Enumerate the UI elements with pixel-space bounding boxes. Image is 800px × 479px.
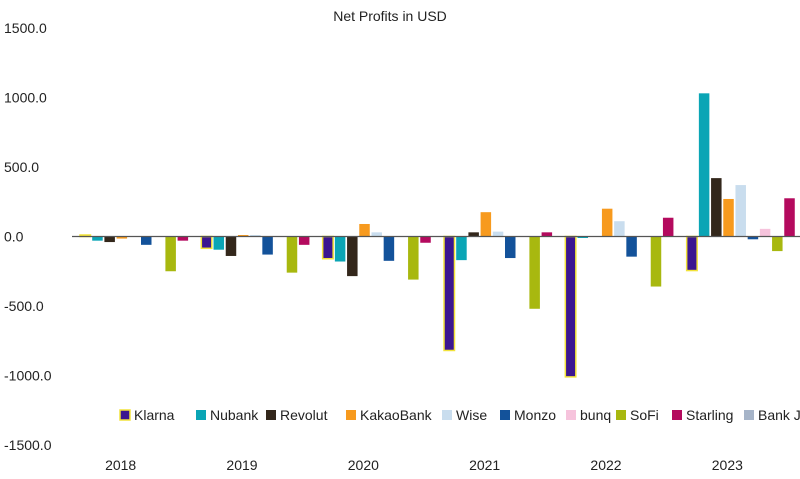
bar-kakaobank-2021 [480, 212, 492, 237]
bar-monzo-2023 [747, 236, 759, 240]
bar-wise-2022 [614, 221, 625, 237]
bar-klarna-2019 [200, 235, 213, 250]
bar-klarna-2020 [321, 235, 334, 260]
x-tick-label: 2022 [590, 457, 621, 473]
bar-nubank-2023 [698, 93, 710, 237]
legend-swatch-starling [672, 410, 682, 420]
y-tick-label: 0.0 [4, 229, 24, 245]
bar-starling-2023 [784, 198, 795, 237]
bar-wise-2020 [371, 232, 382, 237]
bar-kakaobank-2022 [601, 208, 613, 237]
bar-bunq-2023 [759, 228, 771, 237]
y-tick-label: 500.0 [4, 159, 39, 175]
bar-monzo-2018 [141, 236, 152, 245]
bar-starling-2018 [177, 236, 189, 241]
bar-starling-2021 [541, 232, 553, 237]
legend-label: Revolut [280, 407, 328, 423]
chart-title: Net Profits in USD [333, 8, 447, 24]
bar-revolut-2019 [225, 236, 237, 256]
legend-label: bunq [580, 407, 611, 423]
x-tick-label: 2019 [226, 457, 257, 473]
y-tick-label: -1500.0 [4, 437, 52, 453]
bar-starling-2022 [662, 217, 674, 237]
bar-monzo-2020 [383, 236, 395, 261]
bar-nubank-2018 [92, 236, 103, 241]
legend-swatch-bunq [566, 410, 576, 420]
legend-label: Wise [456, 407, 487, 423]
bar-nubank-2021 [456, 236, 467, 261]
legend-label: KakaoBank [360, 407, 433, 423]
y-axis: 1500.0 1000.0 500.0 0.0 -500.0 -1000.0 -1500.0 [4, 20, 52, 453]
bar-nubank-2022 [577, 236, 589, 238]
legend-swatch-monzo [500, 410, 510, 420]
bar-revolut-2023 [711, 178, 722, 237]
y-tick-label: -1000.0 [4, 368, 52, 384]
bars [79, 93, 795, 378]
bar-starling-2019 [298, 236, 310, 245]
legend-label: Klarna [134, 407, 175, 423]
bar-wise-2019 [250, 235, 261, 237]
bar-kakaobank-2019 [237, 235, 249, 237]
legend-swatch-kakaobank [346, 410, 356, 420]
bar-nubank-2019 [213, 236, 225, 250]
legend-swatch-bank-jago [744, 410, 754, 420]
legend-swatch-revolut [266, 410, 276, 420]
legend-label: Nubank [210, 407, 259, 423]
bar-sofi-2022 [650, 236, 662, 287]
y-tick-label: 1000.0 [4, 90, 47, 106]
bar-wise-2021 [492, 231, 504, 237]
legend-label: SoFi [630, 407, 659, 423]
bar-monzo-2021 [505, 236, 516, 259]
bar-kakaobank-2018 [116, 236, 128, 239]
bar-sofi-2018 [165, 236, 176, 272]
x-tick-label: 2018 [105, 457, 136, 473]
legend-swatch-klarna [119, 409, 131, 421]
x-tick-label: 2020 [348, 457, 379, 473]
y-tick-label: 1500.0 [4, 20, 47, 36]
bar-monzo-2022 [626, 236, 637, 257]
x-tick-label: 2021 [469, 457, 500, 473]
bar-sofi-2019 [286, 236, 298, 273]
bar-revolut-2018 [104, 236, 115, 243]
legend-label: Monzo [514, 407, 556, 423]
legend-swatch-wise [442, 410, 452, 420]
bar-sofi-2021 [529, 236, 540, 309]
bar-starling-2020 [420, 236, 431, 243]
bar-klarna-2021 [443, 235, 456, 352]
bar-nubank-2020 [334, 236, 346, 262]
bar-sofi-2023 [772, 236, 783, 252]
bar-revolut-2020 [347, 236, 358, 277]
bar-sofi-2020 [408, 236, 419, 280]
bar-klarna-2023 [685, 235, 698, 272]
bar-wise-2023 [735, 185, 746, 237]
x-axis: 2018 2019 2020 2021 2022 2023 [105, 457, 743, 473]
legend-label: Bank Jago [758, 407, 800, 423]
x-tick-label: 2023 [712, 457, 743, 473]
legend-swatch-sofi [616, 410, 626, 420]
legend-swatch-nubank [196, 410, 206, 420]
bar-kakaobank-2023 [723, 198, 734, 237]
legend-label: Starling [686, 407, 733, 423]
bar-klarna-2022 [564, 235, 577, 378]
bar-revolut-2021 [468, 232, 479, 237]
y-tick-label: -500.0 [4, 298, 44, 314]
legend: Klarna Nubank Revolut KakaoBank Wise Monzo bun… [119, 407, 800, 423]
bar-kakaobank-2020 [359, 223, 370, 237]
bar-monzo-2019 [262, 236, 273, 255]
